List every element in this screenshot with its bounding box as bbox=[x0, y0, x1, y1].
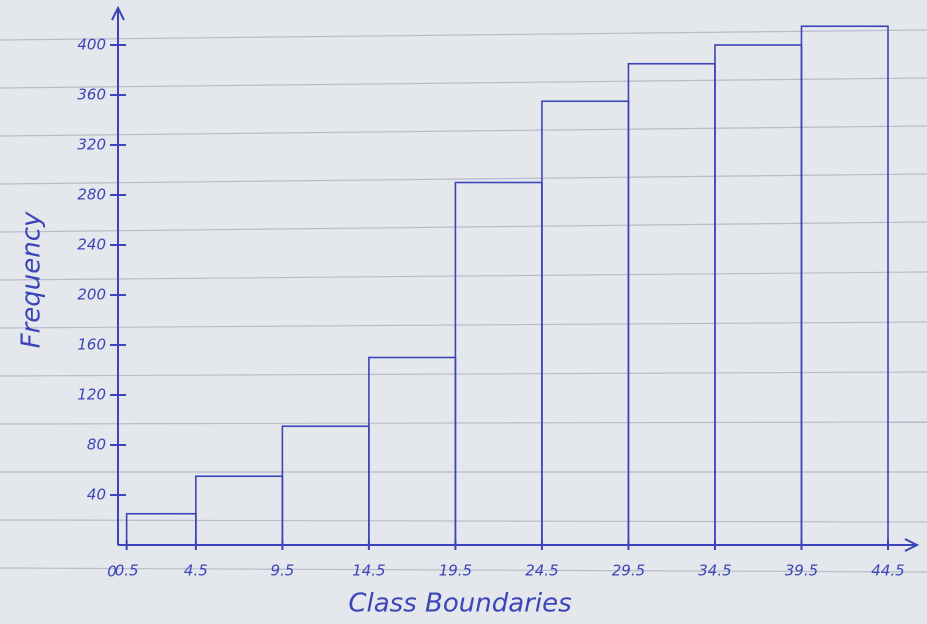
paper-rule bbox=[0, 126, 927, 136]
y-tick-label: 320 bbox=[77, 136, 106, 154]
bar bbox=[196, 476, 283, 545]
x-tick-label: 24.5 bbox=[525, 562, 558, 580]
paper-rule bbox=[0, 30, 927, 40]
y-tick-label: 360 bbox=[77, 86, 106, 104]
bar bbox=[715, 45, 802, 545]
bar bbox=[369, 358, 456, 546]
x-tick-label: 9.5 bbox=[270, 562, 294, 580]
paper-rule bbox=[0, 272, 927, 280]
x-tick-label: 4.5 bbox=[184, 562, 208, 580]
y-tick-label: 240 bbox=[77, 236, 106, 254]
paper-rule bbox=[0, 422, 927, 424]
bar bbox=[628, 64, 715, 545]
x-tick-label: 39.5 bbox=[785, 562, 818, 580]
y-tick-label: 80 bbox=[87, 436, 106, 454]
x-tick-label: 0.5 bbox=[115, 562, 139, 580]
x-tick-label: 19.5 bbox=[439, 562, 472, 580]
bar bbox=[455, 183, 542, 546]
paper-rule bbox=[0, 520, 927, 522]
y-axis-label: Frequency bbox=[17, 211, 47, 348]
paper-rule bbox=[0, 222, 927, 232]
y-tick-label: 200 bbox=[77, 286, 106, 304]
bar bbox=[127, 514, 196, 545]
y-tick-label: 40 bbox=[87, 486, 106, 504]
chart: 0 Class Boundaries Frequency 40801201602… bbox=[0, 0, 927, 624]
ruled-paper bbox=[0, 30, 927, 572]
y-tick-label: 120 bbox=[77, 386, 106, 404]
x-tick-label: 34.5 bbox=[698, 562, 731, 580]
y-tick-label: 280 bbox=[77, 186, 106, 204]
bar bbox=[542, 101, 629, 545]
paper-rule bbox=[0, 78, 927, 88]
bar bbox=[801, 26, 888, 545]
bar bbox=[282, 426, 369, 545]
x-axis-label: Class Boundaries bbox=[348, 589, 571, 619]
page: {"chart_data": {"type": "histogram", "x_… bbox=[0, 0, 927, 624]
y-tick-label: 400 bbox=[77, 36, 106, 54]
paper-rule bbox=[0, 322, 927, 328]
x-tick-label: 29.5 bbox=[612, 562, 645, 580]
x-tick-label: 44.5 bbox=[871, 562, 904, 580]
x-tick-label: 14.5 bbox=[352, 562, 385, 580]
paper-rule bbox=[0, 372, 927, 376]
y-tick-label: 160 bbox=[77, 336, 106, 354]
